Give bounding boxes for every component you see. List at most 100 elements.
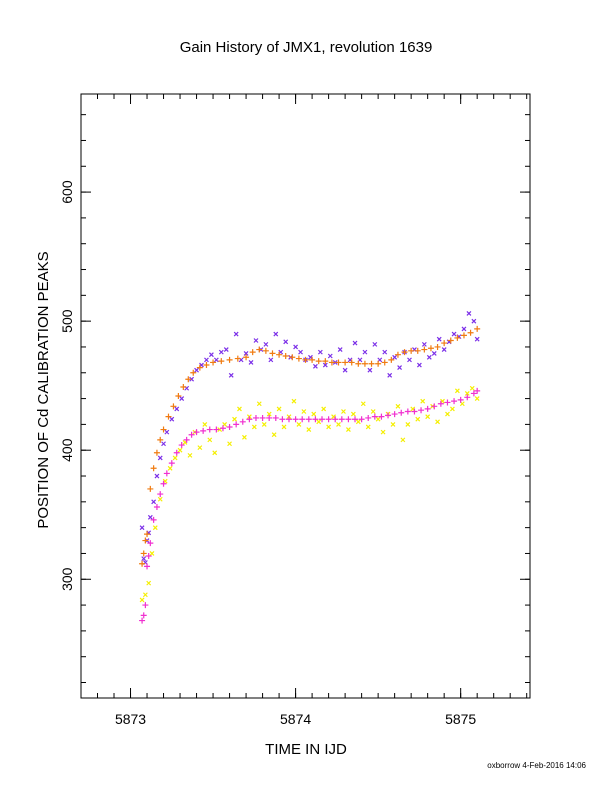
y-tick-label: 300 — [59, 567, 75, 591]
data-point — [251, 424, 257, 430]
data-point — [405, 421, 411, 427]
data-point — [370, 409, 376, 414]
data-point — [400, 437, 406, 443]
data-point — [301, 409, 307, 414]
data-point — [361, 360, 368, 367]
data-point — [437, 400, 444, 407]
data-point — [342, 367, 348, 373]
data-point — [461, 326, 467, 332]
data-point — [332, 360, 338, 365]
plot-frame — [80, 93, 531, 699]
data-point — [213, 426, 220, 433]
data-point — [212, 450, 218, 456]
data-point — [272, 414, 279, 421]
data-point — [424, 405, 431, 412]
data-point — [223, 347, 229, 352]
y-tick-label: 500 — [59, 309, 75, 333]
data-point — [266, 414, 273, 421]
data-point — [252, 414, 259, 421]
data-point — [239, 418, 246, 425]
data-point — [269, 350, 276, 357]
data-point — [168, 460, 175, 467]
data-point — [151, 499, 157, 505]
data-point — [218, 358, 225, 365]
data-point — [263, 341, 269, 347]
y-axis-title: POSITION OF Cd CALIBRATION PEAKS — [35, 251, 52, 528]
data-point — [174, 406, 180, 412]
data-point — [241, 434, 247, 440]
data-point — [420, 398, 426, 404]
data-point — [197, 445, 203, 451]
data-point — [385, 412, 392, 419]
data-point — [196, 364, 203, 371]
data-point — [441, 347, 447, 352]
data-point — [161, 441, 166, 447]
data-point — [407, 357, 412, 363]
data-point — [291, 398, 297, 404]
data-point — [355, 360, 362, 367]
data-point — [467, 329, 474, 336]
data-point — [249, 349, 256, 356]
data-point — [391, 411, 398, 418]
data-point — [180, 383, 187, 390]
data-point — [378, 413, 385, 420]
data-point — [449, 406, 455, 412]
data-point — [175, 393, 182, 399]
chart-title: Gain History of JMX1, revolution 1639 — [180, 39, 433, 56]
data-point — [375, 416, 381, 422]
data-point — [326, 424, 332, 430]
series-1 — [139, 310, 480, 565]
data-point — [427, 345, 434, 352]
data-point — [328, 359, 335, 366]
data-point — [395, 403, 401, 409]
series-4 — [139, 387, 481, 624]
data-point — [139, 525, 145, 531]
data-point — [282, 352, 289, 359]
data-point — [210, 359, 217, 366]
data-point — [421, 346, 428, 353]
data-point — [177, 447, 183, 453]
data-point — [165, 413, 172, 420]
data-point — [150, 516, 157, 523]
data-point — [203, 362, 210, 369]
data-point — [157, 455, 163, 461]
data-point — [246, 416, 253, 423]
data-point — [355, 419, 361, 425]
data-point — [299, 416, 306, 423]
data-point — [183, 436, 190, 443]
data-point — [352, 340, 358, 346]
data-point — [435, 419, 440, 425]
data-point — [142, 537, 149, 544]
data-point — [163, 470, 170, 477]
data-point — [208, 352, 214, 358]
data-point — [454, 334, 461, 341]
data-point — [368, 360, 375, 367]
data-point — [425, 414, 431, 420]
data-point — [414, 347, 421, 354]
data-point — [145, 553, 152, 560]
data-point — [397, 365, 403, 371]
data-point — [256, 346, 263, 353]
data-point — [337, 347, 343, 352]
data-point — [457, 396, 464, 403]
data-point — [315, 358, 322, 365]
data-point — [219, 425, 226, 432]
data-point — [319, 416, 326, 423]
data-point — [292, 416, 299, 423]
data-point — [206, 426, 213, 433]
data-point — [444, 399, 451, 406]
data-point — [474, 396, 480, 402]
data-point — [142, 592, 148, 598]
data-point — [173, 449, 180, 456]
data-point — [276, 406, 282, 412]
data-point — [226, 356, 233, 363]
data-point — [305, 416, 312, 423]
data-point — [142, 602, 149, 609]
data-point — [243, 350, 249, 356]
data-point — [170, 403, 177, 410]
data-point — [202, 421, 208, 427]
data-point — [281, 424, 287, 430]
data-point — [204, 357, 209, 363]
data-point — [149, 551, 155, 556]
data-point — [189, 376, 195, 382]
